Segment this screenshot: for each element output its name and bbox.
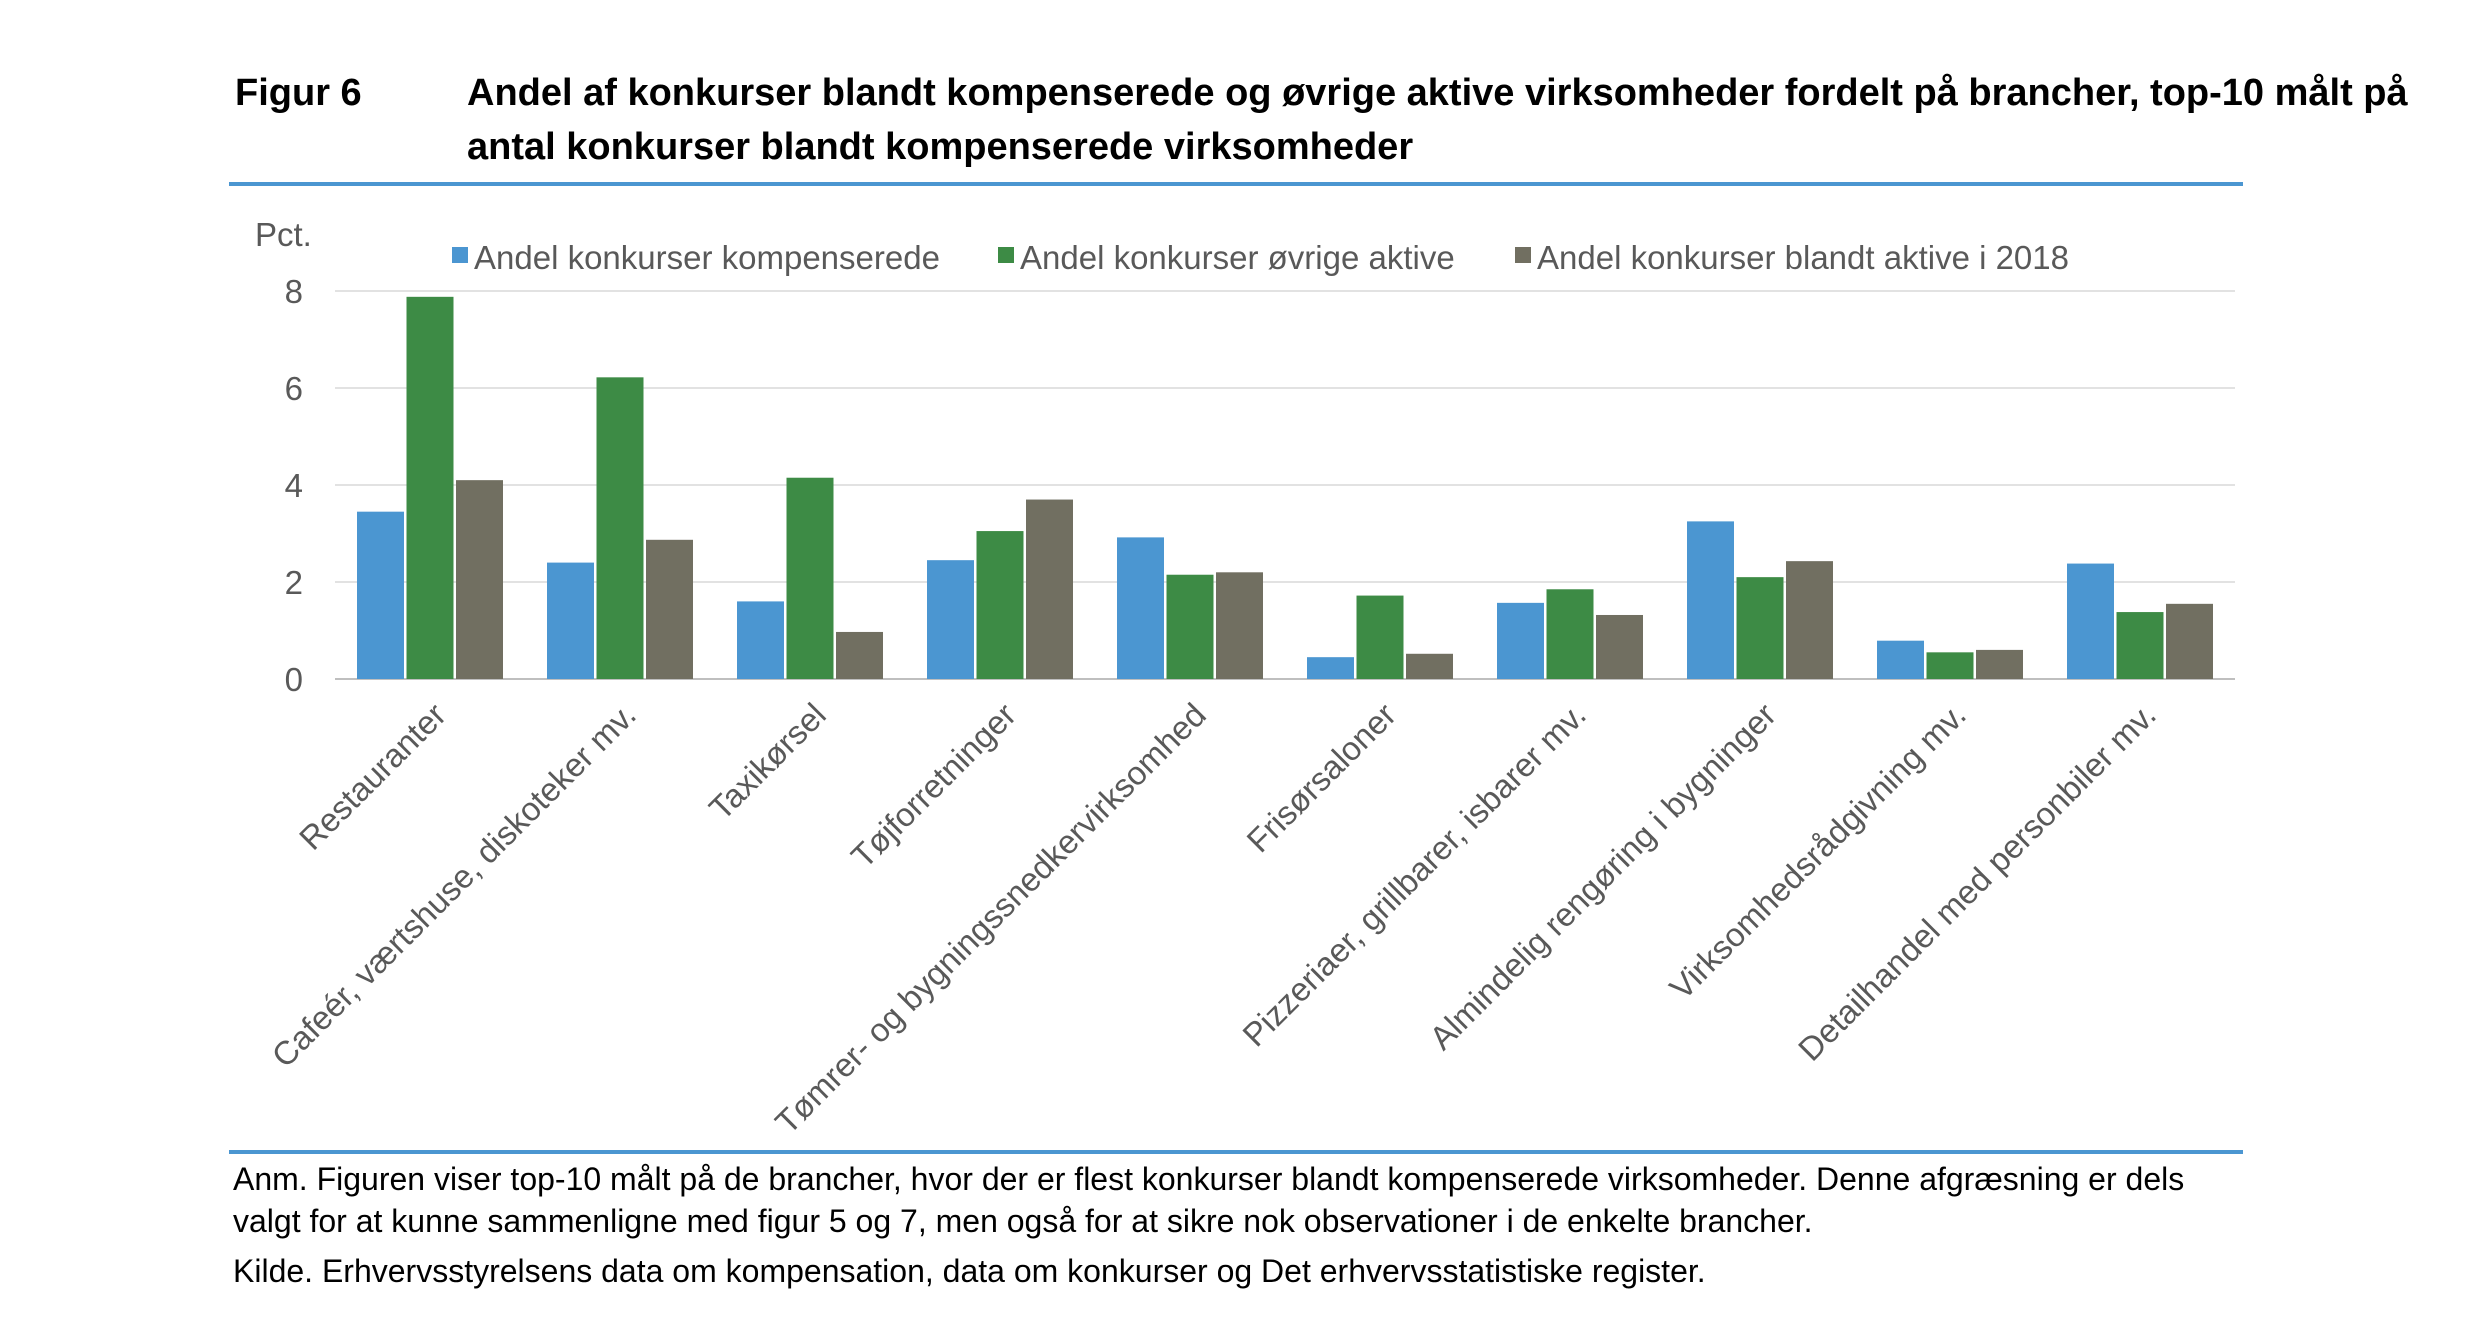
bar-3-4	[1026, 499, 1073, 679]
bar-2-4	[976, 531, 1024, 679]
bottom-divider	[229, 1150, 2243, 1154]
figure-label: Figur 6	[235, 72, 362, 114]
legend-swatch-1	[452, 247, 468, 263]
top-divider	[229, 182, 2243, 186]
legend-swatch-3	[1515, 247, 1531, 263]
x-tick-label: Taxikørsel	[702, 696, 833, 827]
y-tick-label: 6	[285, 370, 303, 407]
legend: Andel konkurser kompenserede Andel konkur…	[452, 239, 2069, 276]
bar-1-4	[927, 560, 974, 679]
bar-3-9	[1976, 649, 2023, 679]
y-tick-label: 0	[285, 661, 303, 698]
bar-1-3	[737, 601, 784, 679]
y-tick-label: 2	[285, 564, 303, 601]
legend-label-1: Andel konkurser kompenserede	[474, 239, 940, 276]
legend-label-3: Andel konkurser blandt aktive i 2018	[1537, 239, 2069, 276]
y-tick-label: 4	[285, 467, 303, 504]
legend-swatch-2	[998, 247, 1014, 263]
bar-1-5	[1117, 537, 1164, 679]
figure-title: Andel af konkurser blandt kompenserede o…	[467, 72, 2408, 168]
bar-1-6	[1307, 657, 1354, 679]
bar-1-8	[1687, 521, 1734, 679]
bar-2-8	[1736, 577, 1784, 679]
legend-label-2: Andel konkurser øvrige aktive	[1020, 239, 1455, 276]
bar-2-6	[1356, 595, 1404, 679]
bar-2-9	[1926, 652, 1974, 679]
bar-1-1	[357, 511, 404, 679]
bar-1-7	[1497, 602, 1544, 679]
bar-1-9	[1877, 640, 1924, 679]
bar-3-10	[2166, 603, 2213, 679]
y-axis-label: Pct.	[255, 216, 312, 253]
note-source: Kilde. Erhvervsstyrelsens data om kompen…	[233, 1253, 1706, 1289]
bar-3-1	[456, 480, 503, 679]
bar-3-3	[836, 631, 883, 679]
figure-notes: Anm. Figuren viser top-10 målt på de bra…	[233, 1158, 2253, 1292]
x-tick-label: Detailhandel med personbiler mv.	[1791, 696, 2163, 1068]
bars	[357, 296, 2213, 679]
x-tick-label: Frisørsaloner	[1239, 696, 1403, 860]
x-tick-label: Pizzeriaer, grillbarer, isbarer mv.	[1235, 696, 1593, 1054]
y-tick-label: 8	[285, 273, 303, 310]
bar-3-7	[1596, 614, 1643, 679]
x-tick-label: Cafeér, værtshuse, diskoteker mv.	[264, 696, 642, 1074]
bar-2-5	[1166, 574, 1214, 679]
x-tick-label: Almindelig rengøring i bygninger	[1422, 696, 1783, 1057]
x-tick-label: Tøjforretninger	[844, 696, 1023, 875]
note-anm: Anm. Figuren viser top-10 målt på de bra…	[233, 1161, 2185, 1239]
x-tick-label: Tømrer- og bygningssnedkervirksomhed	[768, 696, 1213, 1141]
bar-2-2	[596, 377, 644, 679]
bar-2-7	[1546, 589, 1594, 679]
bar-3-2	[646, 539, 693, 679]
bar-3-5	[1216, 572, 1263, 679]
bar-2-10	[2116, 612, 2164, 679]
bar-2-3	[786, 477, 834, 679]
x-tick-label: Restauranter	[292, 696, 453, 857]
bar-1-2	[547, 562, 594, 679]
bar-3-6	[1406, 653, 1453, 679]
bar-2-1	[406, 296, 454, 679]
bar-3-8	[1786, 561, 1833, 679]
bar-1-10	[2067, 563, 2114, 679]
y-tick-labels: 0 2 4 6 8	[285, 273, 303, 698]
